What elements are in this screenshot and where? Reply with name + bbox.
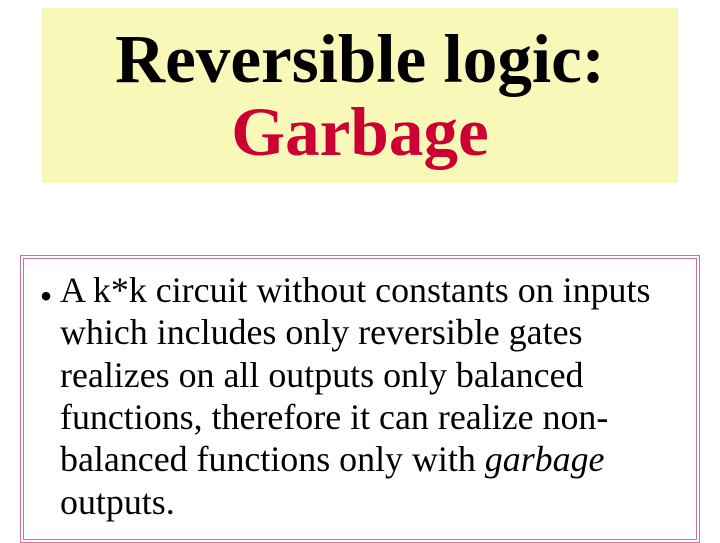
body-box: • A k*k circuit without constants on inp…: [20, 255, 700, 543]
title-line1: Reversible logic:: [115, 23, 605, 96]
bullet-italic: garbage: [485, 439, 605, 479]
title-box: Reversible logic: Garbage: [42, 8, 678, 183]
bullet-marker: •: [32, 269, 60, 317]
bullet-text: A k*k circuit without constants on input…: [60, 269, 688, 523]
slide: Reversible logic: Garbage • A k*k circui…: [0, 0, 720, 540]
bullet-row: • A k*k circuit without constants on inp…: [32, 269, 688, 523]
title-line2: Garbage: [231, 96, 488, 169]
bullet-suffix: outputs.: [60, 482, 175, 522]
